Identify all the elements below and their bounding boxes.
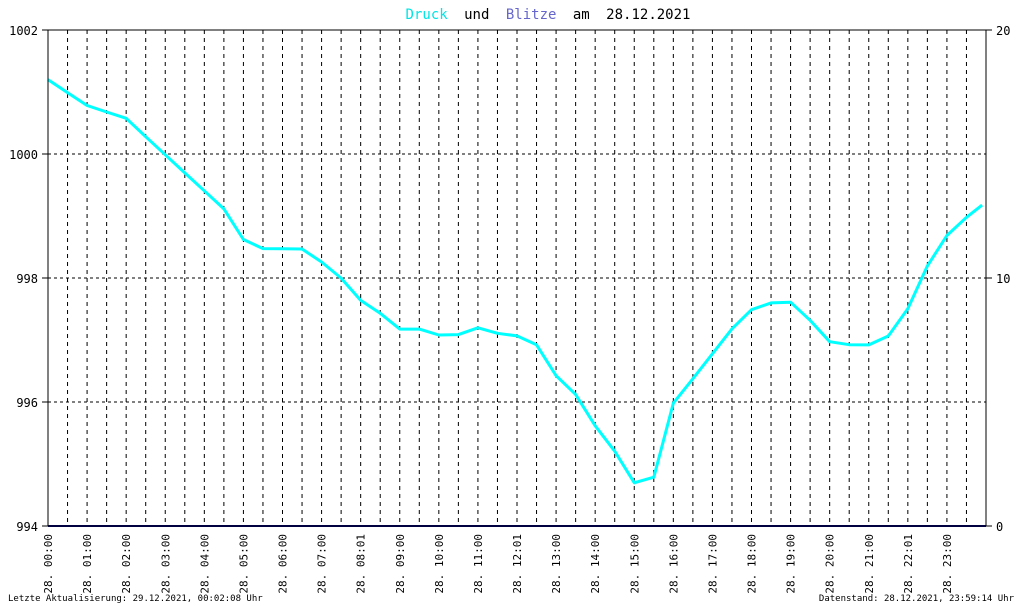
x-tick-label: 28. 21:00 <box>863 534 876 594</box>
footer-data-status: Datenstand: 28.12.2021, 23:59:14 Uhr <box>819 594 1015 604</box>
y-right-tick-label: 20 <box>996 24 1010 38</box>
series-line-druck <box>47 78 984 485</box>
x-tick-label: 28. 22:01 <box>902 534 915 594</box>
chart-title: Druck und Blitze am 28.12.2021 <box>406 7 691 23</box>
x-tick-label: 28. 03:00 <box>159 534 172 594</box>
x-tick-label: 28. 05:00 <box>237 534 250 594</box>
y-left-tick-label: 994 <box>16 520 38 534</box>
title-blitze: Blitze <box>506 7 557 23</box>
x-tick-label: 28. 17:00 <box>706 534 719 594</box>
grid <box>48 30 986 526</box>
x-tick-label: 28. 08:01 <box>355 534 368 594</box>
x-tick-label: 28. 12:01 <box>511 534 524 594</box>
x-tick-label: 28. 07:00 <box>316 534 329 594</box>
title-und: und <box>464 7 489 23</box>
x-tick-label: 28. 18:00 <box>746 534 759 594</box>
y-left-tick-label: 1002 <box>9 24 38 38</box>
x-tick-label: 28. 14:00 <box>589 534 602 594</box>
y-right-tick-label: 10 <box>996 272 1010 286</box>
x-tick-label: 28. 00:00 <box>42 534 55 594</box>
title-date: 28.12.2021 <box>606 7 690 23</box>
x-tick-label: 28. 01:00 <box>81 534 94 594</box>
y-left-tick-label: 996 <box>16 396 38 410</box>
title-am: am <box>573 7 590 23</box>
footer-last-update: Letzte Aktualisierung: 29.12.2021, 00:02… <box>8 594 263 604</box>
x-tick-label: 28. 06:00 <box>277 534 290 594</box>
x-tick-label: 28. 16:00 <box>667 534 680 594</box>
x-tick-label: 28. 10:00 <box>433 534 446 594</box>
x-tick-label: 28. 09:00 <box>394 534 407 594</box>
x-tick-label: 28. 02:00 <box>120 534 133 594</box>
tick-labels: 994 996 998 1000 1002 0 10 20 28. 00:00 28. 01:00… <box>9 24 1010 594</box>
x-tick-label: 28. 15:00 <box>628 534 641 594</box>
x-tick-label: 28. 23:00 <box>941 534 954 594</box>
y-right-tick-label: 0 <box>996 520 1003 534</box>
x-tick-label: 28. 13:00 <box>550 534 563 594</box>
plot-frame <box>47 29 987 527</box>
x-tick-label: 28. 20:00 <box>824 534 837 594</box>
y-left-tick-label: 998 <box>16 272 38 286</box>
y-left-tick-label: 1000 <box>9 148 38 162</box>
title-druck: Druck <box>406 7 449 23</box>
x-tick-label: 28. 11:00 <box>472 534 485 594</box>
x-tick-label: 28. 19:00 <box>785 534 798 594</box>
x-tick-label: 28. 04:00 <box>198 534 211 594</box>
